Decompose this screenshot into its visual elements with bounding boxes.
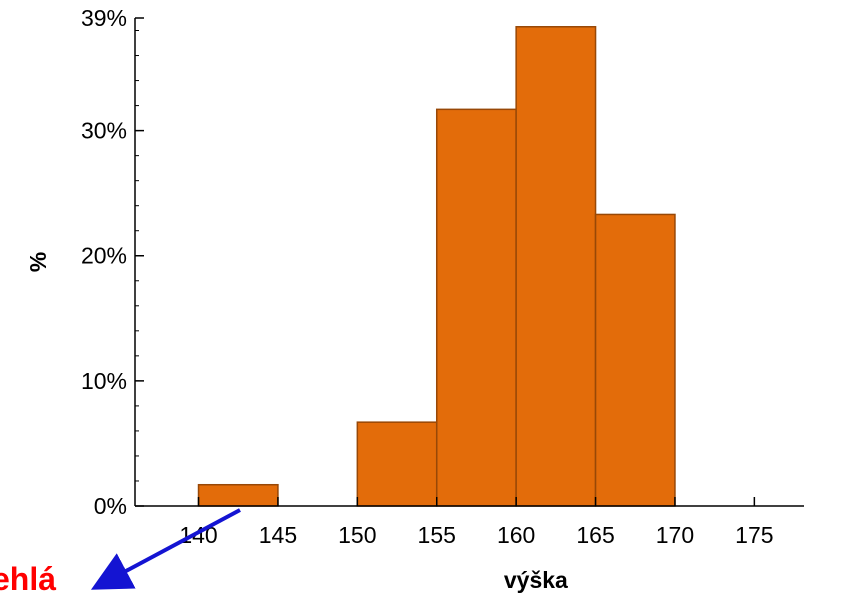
x-tick-label: 150 bbox=[338, 522, 376, 548]
annotation-text: ehlá bbox=[0, 561, 56, 597]
y-tick-label: 10% bbox=[81, 368, 127, 394]
x-tick-label: 175 bbox=[735, 522, 773, 548]
labels-group: 0%10%20%30%39%140 145 150 155 160 165 170 175vý… bbox=[25, 5, 774, 593]
histogram-bar-155-160 bbox=[435, 108, 517, 507]
bars-group bbox=[197, 26, 676, 507]
axes-group bbox=[134, 17, 804, 507]
x-tick-label: 165 bbox=[576, 522, 614, 548]
histogram-bar-150-155 bbox=[356, 421, 438, 507]
x-tick-label: 160 bbox=[497, 522, 535, 548]
y-axis-title: % bbox=[25, 252, 51, 272]
x-axis-title: výška bbox=[504, 567, 568, 593]
x-tick-label: 145 bbox=[259, 522, 297, 548]
histogram-bar-140-145 bbox=[197, 483, 279, 507]
x-tick-label: 170 bbox=[656, 522, 694, 548]
histogram-bar-165-170 bbox=[594, 213, 676, 507]
annotation-arrow bbox=[90, 508, 241, 590]
x-tick-label: 155 bbox=[418, 522, 456, 548]
annotation-group: ehlá bbox=[0, 508, 241, 597]
y-tick-label: 20% bbox=[81, 243, 127, 269]
y-tick-label: 39% bbox=[81, 5, 127, 31]
histogram-bar-160-165 bbox=[515, 26, 597, 507]
y-tick-label: 30% bbox=[81, 118, 127, 144]
y-tick-label: 0% bbox=[94, 493, 127, 519]
